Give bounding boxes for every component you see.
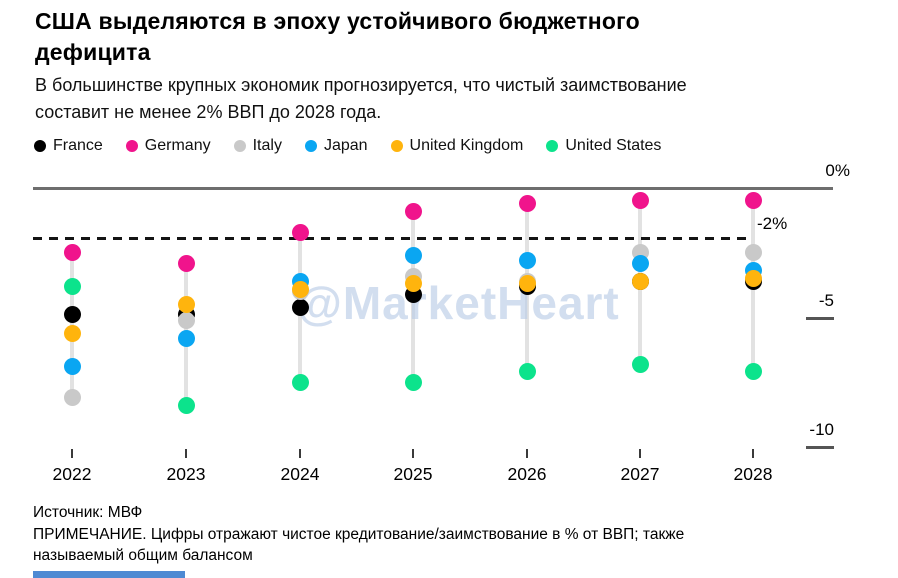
dot-italy-2022 xyxy=(63,389,81,407)
ytick-label-m2: -2% xyxy=(757,214,788,233)
dot-united-states-2028 xyxy=(744,363,762,381)
legend-dot-icon xyxy=(34,140,46,152)
legend-item-united-kingdom: United Kingdom xyxy=(390,137,524,155)
ytick-label-m5: -5 xyxy=(818,291,834,310)
dot-united-states-2023 xyxy=(177,397,195,415)
xtick-label-2027: 2027 xyxy=(620,464,660,484)
xtick-label-2023: 2023 xyxy=(166,464,206,484)
legend-label: Italy xyxy=(252,137,282,154)
note-line-1: ПРИМЕЧАНИЕ. Цифры отражают чистое кредит… xyxy=(33,525,685,543)
legend-label: Japan xyxy=(323,137,368,154)
legend-label: France xyxy=(53,137,103,154)
dot-japan-2025 xyxy=(404,246,422,264)
dot-germany-2027 xyxy=(631,192,649,210)
xtick-mark-2027 xyxy=(639,449,641,458)
subtitle-line-2: составит не менее 2% ВВП до 2028 года. xyxy=(35,102,382,122)
xtick-mark-2025 xyxy=(412,449,414,458)
chart-footer: Источник: МВФ ПРИМЕЧАНИЕ. Цифры отражают… xyxy=(33,502,684,567)
note-line-2: называемый общим балансом xyxy=(33,547,253,564)
dot-united-kingdom-2025 xyxy=(404,275,422,293)
dot-germany-2023 xyxy=(177,254,195,272)
ytick-mark-m5 xyxy=(806,317,834,320)
dot-united-kingdom-2023 xyxy=(177,296,195,314)
xtick-label-2025: 2025 xyxy=(393,464,433,484)
legend-item-france: France xyxy=(34,137,103,155)
dot-italy-2023 xyxy=(177,311,195,329)
legend-dot-icon xyxy=(233,140,246,152)
title-line-1: США выделяются в эпоху устойчивого бюдже… xyxy=(35,8,640,34)
subtitle-line-1: В большинстве крупных экономик прогнозир… xyxy=(35,75,687,95)
legend-dot-icon xyxy=(390,140,403,152)
xtick-mark-2022 xyxy=(71,449,73,458)
ytick-label-0: 0% xyxy=(825,161,850,180)
minus2-reference-line xyxy=(33,237,753,240)
dot-united-kingdom-2024 xyxy=(291,280,309,298)
watermark: @MarketHeart xyxy=(297,277,620,329)
legend-dot-icon xyxy=(546,140,559,152)
dot-united-states-2025 xyxy=(404,373,422,391)
dot-italy-2028 xyxy=(744,244,762,262)
xtick-mark-2028 xyxy=(752,449,754,458)
dot-united-states-2027 xyxy=(631,355,649,373)
ytick-label-m10: -10 xyxy=(809,420,834,439)
legend-dot-icon xyxy=(304,140,317,152)
dot-japan-2023 xyxy=(177,329,195,347)
source-text: Источник: МВФ xyxy=(33,504,143,521)
dot-united-kingdom-2027 xyxy=(631,272,649,290)
page-title: США выделяются в эпоху устойчивого бюдже… xyxy=(35,6,640,68)
legend-label: United Kingdom xyxy=(409,137,524,154)
xtick-label-2024: 2024 xyxy=(280,464,320,484)
legend-item-italy: Italy xyxy=(233,137,282,155)
dot-germany-2028 xyxy=(744,192,762,210)
zero-baseline-line xyxy=(33,187,833,190)
dot-germany-2022 xyxy=(63,244,81,262)
chart-subtitle: В большинстве крупных экономик прогнозир… xyxy=(35,72,687,126)
xtick-mark-2024 xyxy=(299,449,301,458)
dot-united-kingdom-2026 xyxy=(518,275,536,293)
dot-japan-2027 xyxy=(631,254,649,272)
dot-united-kingdom-2028 xyxy=(744,270,762,288)
dot-germany-2026 xyxy=(518,195,536,213)
dot-united-states-2024 xyxy=(291,373,309,391)
dot-united-states-2026 xyxy=(518,363,536,381)
xtick-label-2026: 2026 xyxy=(507,464,547,484)
xtick-mark-2026 xyxy=(526,449,528,458)
xtick-mark-2023 xyxy=(185,449,187,458)
legend-item-germany: Germany xyxy=(125,137,211,155)
ytick-mark-m10 xyxy=(806,446,834,449)
legend-item-united-states: United States xyxy=(546,137,661,155)
dot-france-2022 xyxy=(63,306,81,324)
xtick-label-2028: 2028 xyxy=(733,464,773,484)
chart-legend: France Germany Italy Japan United Kingdom Uni… xyxy=(34,137,661,155)
bottom-blue-bar xyxy=(33,571,185,578)
xtick-label-2022: 2022 xyxy=(52,464,92,484)
dot-germany-2024 xyxy=(291,223,309,241)
dot-france-2024 xyxy=(291,298,309,316)
legend-label: Germany xyxy=(144,137,211,154)
dot-united-states-2022 xyxy=(63,277,81,295)
legend-dot-icon xyxy=(125,140,138,152)
legend-item-japan: Japan xyxy=(304,137,368,155)
dot-japan-2022 xyxy=(63,358,81,376)
dot-united-kingdom-2022 xyxy=(63,324,81,342)
legend-label: United States xyxy=(565,137,662,154)
title-line-2: дефицита xyxy=(35,39,151,65)
dot-japan-2026 xyxy=(518,252,536,270)
dot-germany-2025 xyxy=(404,202,422,220)
